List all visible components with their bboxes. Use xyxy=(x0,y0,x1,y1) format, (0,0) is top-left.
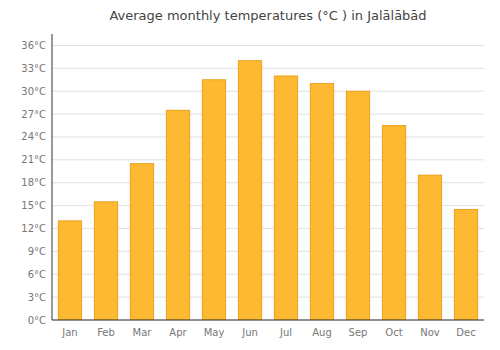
x-tick-label: Feb xyxy=(97,327,115,338)
y-tick-label: 27°C xyxy=(21,109,46,120)
grid-line xyxy=(52,320,484,321)
y-tick-label: 36°C xyxy=(21,40,46,51)
x-tick-label: Jun xyxy=(241,327,258,338)
y-tick-label: 3°C xyxy=(28,292,46,303)
y-tick-label: 33°C xyxy=(21,63,46,74)
bar xyxy=(310,84,333,320)
x-tick-label: Jul xyxy=(279,327,292,338)
x-tick-label: Oct xyxy=(385,327,402,338)
x-tick-label: Dec xyxy=(456,327,475,338)
bars xyxy=(58,61,477,320)
bar xyxy=(238,61,261,320)
chart: Average monthly temperatures (°C ) in Ja… xyxy=(0,0,500,350)
grid-line xyxy=(52,45,484,46)
y-tick-label: 6°C xyxy=(28,269,46,280)
y-tick-label: 21°C xyxy=(21,154,46,165)
bar xyxy=(166,110,189,320)
x-tick-label: Nov xyxy=(420,327,440,338)
bar xyxy=(202,80,225,320)
grid-line xyxy=(52,159,484,160)
bar xyxy=(346,91,369,320)
chart-container: Average monthly temperatures (°C ) in Ja… xyxy=(0,0,500,350)
x-tick-label: May xyxy=(204,327,225,338)
x-tick-label: Mar xyxy=(133,327,153,338)
y-tick-label: 12°C xyxy=(21,223,46,234)
bar xyxy=(58,221,81,320)
y-tick-label: 18°C xyxy=(21,177,46,188)
bar xyxy=(94,202,117,320)
grid-line xyxy=(52,136,484,137)
y-tick-label: 15°C xyxy=(21,200,46,211)
grid-line xyxy=(52,91,484,92)
bar xyxy=(274,76,297,320)
x-axis-line xyxy=(52,320,484,321)
bar xyxy=(382,126,405,320)
y-tick-label: 0°C xyxy=(28,315,46,326)
grid-line xyxy=(52,114,484,115)
y-tick-label: 9°C xyxy=(28,246,46,257)
x-tick-label: Jan xyxy=(61,327,77,338)
grid xyxy=(52,45,484,320)
grid-line xyxy=(52,68,484,69)
y-axis-line xyxy=(52,34,53,320)
x-tick-label: Apr xyxy=(169,327,187,338)
y-tick-label: 30°C xyxy=(21,86,46,97)
bar xyxy=(454,209,477,320)
title: Average monthly temperatures (°C ) in Ja… xyxy=(109,8,426,23)
x-tick-label: Aug xyxy=(312,327,332,338)
bar xyxy=(130,164,153,320)
bar xyxy=(418,175,441,320)
y-tick-label: 24°C xyxy=(21,131,46,142)
x-tick-label: Sep xyxy=(349,327,368,338)
